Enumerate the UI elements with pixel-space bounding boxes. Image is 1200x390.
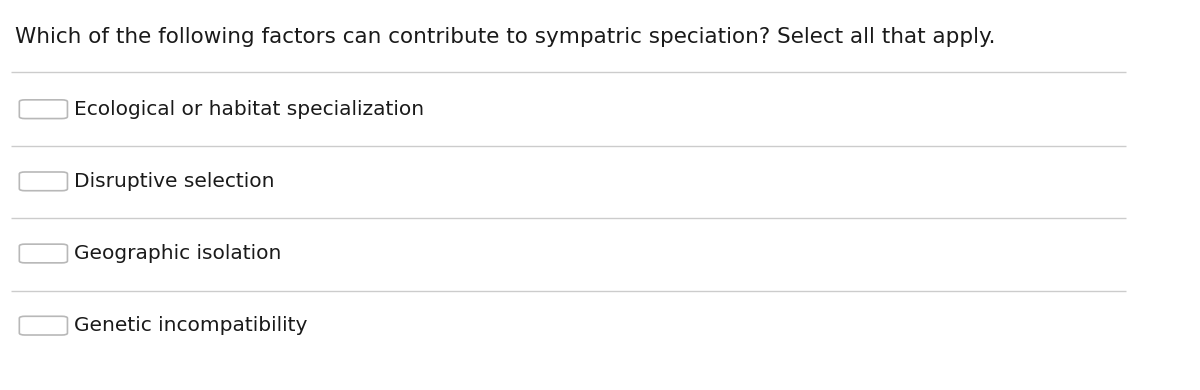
FancyBboxPatch shape: [19, 100, 67, 119]
Text: Disruptive selection: Disruptive selection: [74, 172, 275, 191]
Text: Which of the following factors can contribute to sympatric speciation? Select al: Which of the following factors can contr…: [14, 27, 995, 47]
FancyBboxPatch shape: [19, 172, 67, 191]
Text: Ecological or habitat specialization: Ecological or habitat specialization: [74, 100, 424, 119]
Text: Genetic incompatibility: Genetic incompatibility: [74, 316, 307, 335]
FancyBboxPatch shape: [19, 316, 67, 335]
FancyBboxPatch shape: [19, 244, 67, 263]
Text: Geographic isolation: Geographic isolation: [74, 244, 281, 263]
